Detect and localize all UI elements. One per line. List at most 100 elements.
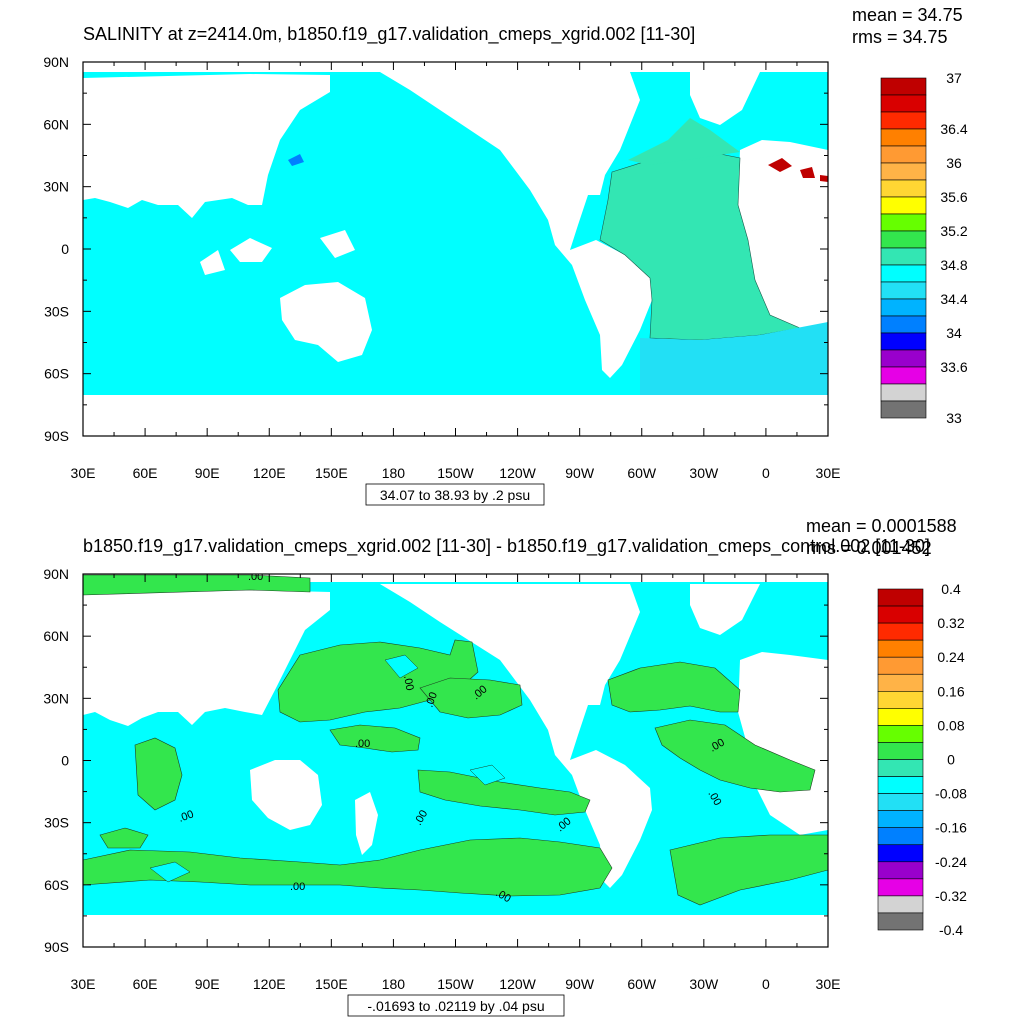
colorbar-swatch: [880, 162, 927, 181]
y-tick-label: 90N: [43, 54, 69, 70]
y-tick-label: 60S: [44, 366, 69, 382]
panel1-med-high-salinity: [768, 158, 828, 182]
colorbar-label: 36: [946, 155, 962, 171]
colorbar-swatch: [880, 298, 927, 317]
colorbar-swatch: [880, 349, 927, 368]
colorbar-swatch: [877, 622, 924, 641]
panel2-mean: mean = 0.0001588: [806, 516, 957, 536]
x-tick-label: 30E: [71, 976, 96, 992]
colorbar-swatch: [877, 776, 924, 794]
contour-label: .00: [401, 674, 415, 691]
x-tick-label: 150E: [315, 976, 348, 992]
colorbar-swatch: [880, 111, 927, 130]
panel1-colorbar: 37 36.4 36 35.6 35.2 34.8 34.4 34 33.6 33: [880, 70, 968, 426]
colorbar-swatch: [880, 247, 927, 266]
colorbar-swatch: [877, 725, 924, 743]
contour-label: .00: [177, 808, 195, 825]
y-tick-label: 30N: [43, 179, 69, 195]
panel1-land-maritime: [200, 230, 355, 275]
colorbar-swatch: [877, 844, 924, 863]
panel1-rms: rms = 34.75: [852, 27, 948, 47]
colorbar-label: 33.6: [940, 359, 967, 375]
colorbar-swatch: [877, 690, 924, 709]
colorbar-label: 0.32: [937, 615, 964, 631]
colorbar-swatch: [880, 145, 927, 164]
x-tick-label: 90E: [195, 976, 220, 992]
y-tick-label: 60N: [43, 116, 69, 132]
x-tick-label: 30E: [71, 465, 96, 481]
colorbar-label: 34: [946, 325, 962, 341]
x-tick-label: 150W: [437, 976, 474, 992]
x-tick-label: 90W: [565, 976, 595, 992]
x-tick-label: 60W: [627, 976, 657, 992]
panel2-title: b1850.f19_g17.validation_cmeps_xgrid.002…: [83, 536, 930, 557]
panel1-title: SALINITY at z=2414.0m, b1850.f19_g17.val…: [83, 24, 695, 45]
panel2-range-label: -.01693 to .02119 by .04 psu: [367, 998, 544, 1014]
colorbar-swatch: [877, 588, 924, 607]
y-tick-label: 30N: [43, 690, 69, 706]
colorbar-swatch: [877, 827, 924, 846]
colorbar-swatch: [877, 742, 924, 760]
colorbar-swatch: [877, 656, 924, 675]
panel1-x-axis: 30E 60E 90E 120E 150E 180 150W 120W 90W 60W 30W 0 30…: [71, 62, 840, 481]
panel2-land-eurasia: [83, 590, 330, 726]
panel2-land-newzealand: [355, 792, 378, 855]
contour-label: .00: [290, 881, 305, 893]
colorbar-swatch: [880, 128, 927, 147]
colorbar-swatch: [877, 810, 924, 829]
panel2-land-greenland: [690, 584, 760, 635]
panel2-land-americas: [380, 584, 652, 888]
x-tick-label: 120E: [253, 976, 286, 992]
y-tick-label: 30S: [44, 815, 69, 831]
colorbar-label: 0: [947, 752, 955, 768]
colorbar-swatch: [877, 708, 924, 726]
panel2-range-box: [347, 994, 565, 1017]
colorbar-swatch: [880, 230, 927, 249]
colorbar-swatch: [880, 94, 927, 113]
colorbar-label: -0.32: [935, 888, 967, 904]
panel1-land-eurasia: [83, 74, 330, 218]
y-tick-label: 0: [61, 753, 69, 769]
panel1-land-greenland: [690, 72, 760, 125]
colorbar-label: 35.6: [940, 189, 967, 205]
colorbar-swatch: [880, 315, 927, 334]
colorbar-swatch: [880, 400, 927, 419]
colorbar-swatch: [877, 912, 924, 931]
colorbar-swatch: [877, 793, 924, 811]
panel1-southern-water: [640, 322, 828, 395]
contour-label: .00: [355, 738, 370, 750]
colorbar-label: 37: [946, 70, 962, 86]
colorbar-label: 0.24: [937, 649, 964, 665]
x-tick-label: 120W: [499, 465, 536, 481]
x-tick-label: 150W: [437, 465, 474, 481]
panel1-mean: mean = 34.75: [852, 5, 963, 25]
colorbar-label: 34.8: [940, 257, 967, 273]
y-tick-label: 90S: [44, 428, 69, 444]
colorbar-swatch: [880, 332, 927, 351]
x-tick-label: 30W: [689, 976, 719, 992]
contour-label: .00: [424, 691, 441, 709]
colorbar-swatch: [877, 639, 924, 658]
colorbar-swatch: [877, 895, 924, 914]
panel2-land-australia: [250, 760, 322, 830]
panel-difference: b1850.f19_g17.validation_cmeps_xgrid.002…: [43, 516, 967, 1017]
contour-label: .00: [248, 571, 263, 583]
panel1-land-americas: [380, 72, 652, 378]
x-tick-label: 180: [382, 465, 406, 481]
colorbar-swatch: [877, 861, 924, 880]
colorbar-label: 34.4: [940, 291, 967, 307]
panel1-norwegian-water: [628, 118, 740, 165]
colorbar-swatch: [880, 366, 927, 385]
panel2-map: .00.00.00.00.00.00.00.00.00.00.00.00: [83, 571, 828, 947]
x-tick-label: 120E: [253, 465, 286, 481]
colorbar-label: 0.16: [937, 683, 964, 699]
x-tick-label: 120W: [499, 976, 536, 992]
panel1-land-africa-europe: [738, 140, 828, 332]
panel1-y-axis: 90N 60N 30N 0 30S 60S 90S: [43, 54, 828, 444]
colorbar-swatch: [880, 281, 927, 300]
x-tick-label: 60E: [133, 976, 158, 992]
colorbar-label: -0.4: [939, 922, 963, 938]
panel1-land-australia: [280, 282, 372, 362]
colorbar-label: 36.4: [940, 121, 967, 137]
